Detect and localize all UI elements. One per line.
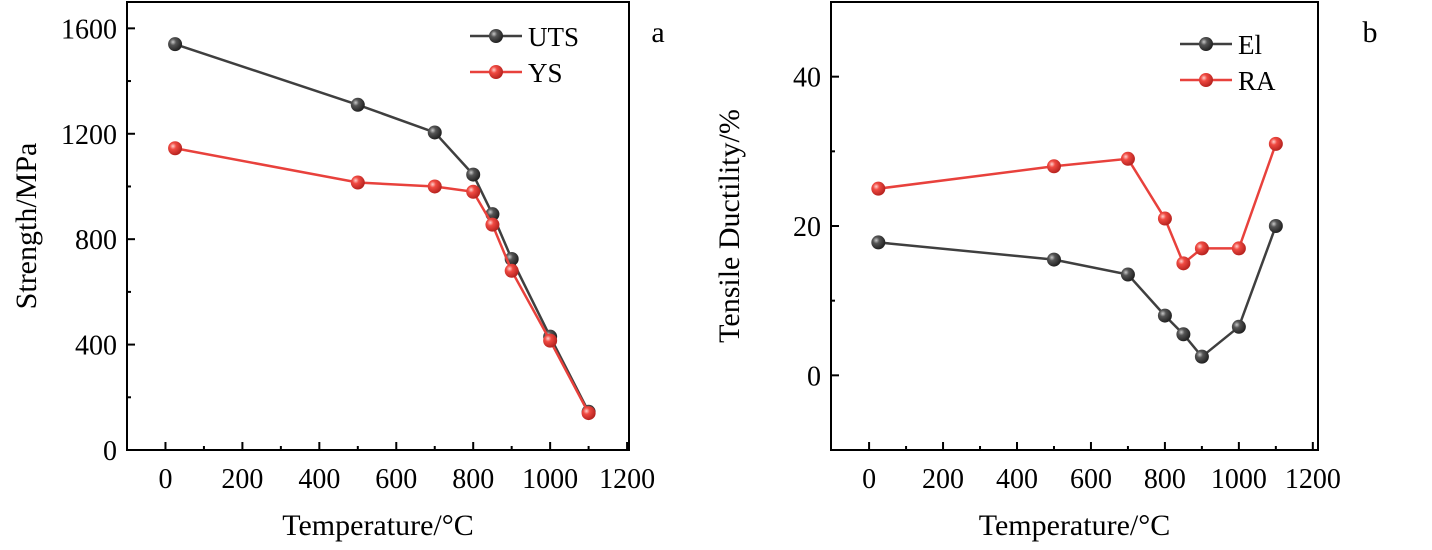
y-tick-label: 0 (807, 361, 821, 392)
data-point-el (1176, 327, 1191, 342)
data-point-ys (427, 179, 442, 194)
y-tick-label: 800 (75, 225, 117, 256)
data-point-ra (871, 181, 886, 196)
y-axis-title: Strength/MPa (10, 143, 43, 310)
legend-marker (489, 65, 503, 79)
series-line-ys (174, 147, 590, 414)
x-tick-label: 800 (452, 464, 494, 495)
data-point-el (1268, 219, 1283, 233)
data-point-el (1231, 319, 1246, 334)
data-point-ra (1120, 151, 1135, 166)
data-point-ra (1231, 241, 1246, 256)
data-point-ra (1046, 159, 1061, 174)
data-point-ys (466, 184, 481, 199)
data-point-el (1120, 267, 1135, 282)
legend-label: El (1238, 30, 1262, 60)
legend-label: UTS (528, 22, 579, 52)
data-point-ys (350, 175, 365, 190)
x-tick-label: 1000 (1211, 464, 1267, 495)
y-tick-label: 0 (103, 436, 117, 467)
data-point-ys (543, 333, 558, 348)
ductility-chart: 0 200 400 600 800 1000 1200 0 20 40 Temperature/°C… (713, 1, 1378, 542)
data-point-ys (168, 141, 183, 156)
x-tick-label: 400 (298, 464, 340, 495)
x-tick-label: 1000 (522, 464, 578, 495)
data-point-el (1157, 308, 1172, 323)
legend-marker (1199, 73, 1213, 87)
data-point-el (871, 235, 886, 250)
data-point-ra (1176, 256, 1191, 271)
data-point-ys (504, 263, 519, 278)
x-tick-label: 1200 (1285, 464, 1341, 495)
x-tick-label: 600 (375, 464, 417, 495)
y-tick-label: 400 (75, 331, 117, 362)
panel-label: b (1363, 16, 1378, 49)
x-tick-label: 0 (862, 464, 876, 495)
y-tick-label: 40 (793, 63, 821, 94)
x-axis-title: Temperature/°C (282, 509, 473, 542)
x-tick-label: 1200 (599, 464, 655, 495)
legend-label: YS (528, 58, 563, 88)
series-line-el (878, 225, 1278, 359)
data-point-el (1046, 252, 1061, 267)
x-tick-label: 0 (158, 464, 172, 495)
data-point-uts (466, 167, 481, 182)
data-point-ra (1157, 211, 1172, 226)
legend-marker (489, 29, 503, 43)
plot-frame (126, 1, 630, 451)
data-point-el (1194, 349, 1209, 364)
data-point-uts (168, 37, 183, 52)
x-tick-label: 200 (922, 464, 964, 495)
strength-chart: 0 200 400 600 800 1000 1200 0 400 800 1200 1600 Temp… (10, 1, 665, 542)
panel-label: a (651, 16, 664, 49)
x-tick-label: 400 (996, 464, 1038, 495)
legend-label: RA (1238, 66, 1276, 96)
data-point-uts (350, 97, 365, 112)
x-axis-title: Temperature/°C (979, 509, 1170, 542)
data-point-ys (581, 406, 596, 421)
series-line-ra (878, 143, 1278, 266)
y-tick-label: 1600 (61, 14, 117, 45)
data-point-uts (427, 125, 442, 140)
data-point-ys (485, 217, 500, 232)
y-tick-label: 20 (793, 212, 821, 243)
y-axis-title: Tensile Ductility/% (713, 109, 746, 343)
data-point-ra (1194, 241, 1209, 256)
x-tick-label: 600 (1070, 464, 1112, 495)
data-point-ra (1268, 136, 1283, 151)
x-tick-label: 800 (1144, 464, 1186, 495)
y-tick-label: 1200 (61, 120, 117, 151)
series-line-uts (174, 42, 590, 413)
x-tick-label: 200 (221, 464, 263, 495)
legend-marker (1199, 37, 1213, 51)
